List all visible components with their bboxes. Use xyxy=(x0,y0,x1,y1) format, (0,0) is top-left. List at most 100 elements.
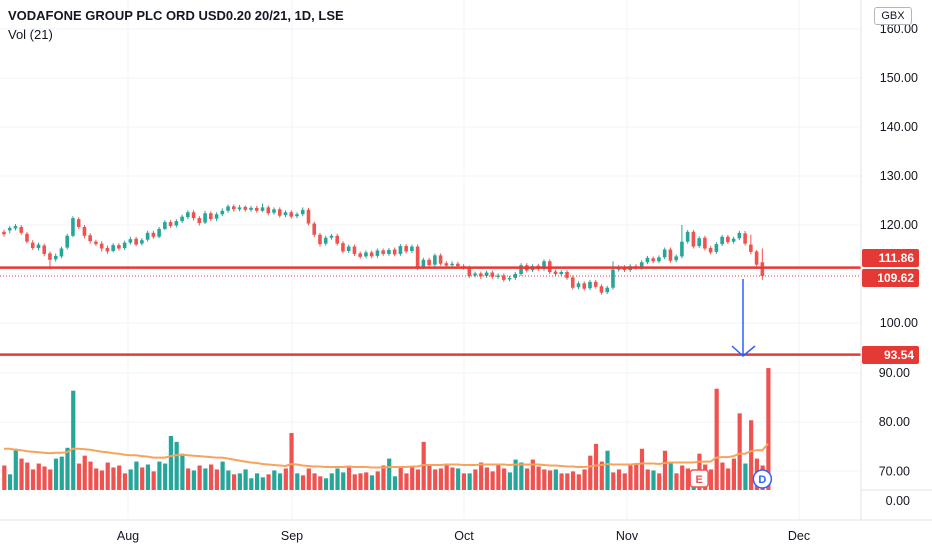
volume-bar xyxy=(323,478,329,490)
volume-bar xyxy=(220,461,225,490)
candle-body xyxy=(559,272,564,274)
candlesticks xyxy=(2,203,765,295)
candle-body xyxy=(714,244,719,252)
candle-body xyxy=(668,249,673,261)
volume-bar xyxy=(415,469,421,490)
earnings-marker-shape xyxy=(689,469,709,488)
volume-bar xyxy=(404,473,409,490)
candle-body xyxy=(180,216,184,222)
volume-bar xyxy=(364,472,369,490)
volume-bar xyxy=(605,450,610,490)
candle-body xyxy=(99,243,104,249)
candle-body xyxy=(662,249,667,258)
volume-bar xyxy=(13,448,18,490)
volume-bar xyxy=(737,413,742,490)
candle-body xyxy=(186,212,190,218)
volume-bar xyxy=(496,464,501,490)
volume-bar xyxy=(203,468,208,490)
volume-bar xyxy=(99,470,105,490)
candle-body xyxy=(111,245,115,251)
volume-bar xyxy=(94,468,99,490)
candle-body xyxy=(484,272,489,276)
candle-body xyxy=(76,219,81,227)
time-axis[interactable]: Aug Sep Oct Nov Dec xyxy=(117,529,810,543)
volume-bar xyxy=(387,458,392,490)
time-tick-label: Oct xyxy=(454,529,474,543)
currency-badge[interactable]: GBX xyxy=(874,7,912,25)
price-axis[interactable]: 160.00150.00140.00130.00120.00110.00100.… xyxy=(879,22,918,508)
volume-bar xyxy=(266,474,271,490)
volume-indicator-label[interactable]: Vol (21) xyxy=(8,27,53,42)
candle-body xyxy=(48,253,52,260)
volume-bar xyxy=(82,455,87,490)
volume-bar xyxy=(668,463,673,490)
candle-body xyxy=(708,248,713,253)
candle-body xyxy=(691,231,696,247)
volume-bar xyxy=(289,433,294,490)
candle-body xyxy=(358,253,362,257)
candle-body xyxy=(657,257,661,262)
candle-body xyxy=(312,223,317,235)
candle-body xyxy=(226,206,230,211)
event-marker-d[interactable]: D xyxy=(752,469,773,489)
candle-body xyxy=(611,269,615,288)
candle-body xyxy=(283,212,288,216)
volume-bar xyxy=(117,465,122,490)
volume-bar xyxy=(708,469,714,490)
candle-body xyxy=(565,272,569,278)
volume-bar xyxy=(272,470,277,490)
volume-bar xyxy=(180,453,185,490)
grid-lines xyxy=(0,0,861,520)
candle-body xyxy=(295,214,299,217)
volume-bar xyxy=(174,441,179,490)
volume-bar xyxy=(674,473,679,490)
candle-body xyxy=(19,226,24,233)
down-arrow-drawing[interactable] xyxy=(731,279,756,357)
volume-tick-label: 90.00 xyxy=(879,366,910,380)
volume-bar xyxy=(433,469,438,490)
volume-bar xyxy=(582,469,587,490)
volume-bar xyxy=(59,456,64,490)
candle-body xyxy=(697,238,701,247)
event-marker-e[interactable]: E xyxy=(689,469,709,488)
candle-body xyxy=(731,238,736,242)
candle-body xyxy=(300,209,305,215)
time-tick-label: Sep xyxy=(281,529,303,543)
volume-bar xyxy=(312,473,317,490)
candle-body xyxy=(404,246,408,252)
candle-body xyxy=(599,286,604,293)
volume-bar xyxy=(645,469,650,490)
volume-bar xyxy=(300,475,306,490)
candle-body xyxy=(318,234,322,245)
volume-bar xyxy=(226,470,231,490)
candle-body xyxy=(220,210,225,215)
volume-bar xyxy=(105,462,110,490)
volume-bar xyxy=(542,469,547,490)
volume-bar xyxy=(766,368,771,490)
candle-body xyxy=(749,244,753,252)
volume-bar xyxy=(48,469,53,490)
volume-bar xyxy=(479,462,484,490)
price-tag: 93.54 xyxy=(862,346,919,364)
candle-body xyxy=(726,236,730,243)
volume-bar xyxy=(547,470,553,490)
candle-body xyxy=(341,243,345,252)
volume-bar xyxy=(186,468,191,490)
volume-bar xyxy=(19,458,24,490)
volume-bar xyxy=(628,465,633,490)
candle-body xyxy=(134,238,138,245)
volume-bar xyxy=(76,463,82,490)
candle-body xyxy=(140,240,144,244)
volume-bar xyxy=(731,458,737,490)
candle-body xyxy=(433,255,437,265)
candle-body xyxy=(398,246,403,254)
candle-body xyxy=(415,246,420,269)
volume-bar xyxy=(588,455,593,490)
symbol-title[interactable]: VODAFONE GROUP PLC ORD USD0.20 20/21, 1D… xyxy=(8,8,344,23)
volume-bar xyxy=(398,466,403,490)
volume-bar xyxy=(513,459,518,490)
horizontal-levels[interactable] xyxy=(0,266,861,356)
volume-bar xyxy=(168,435,174,490)
